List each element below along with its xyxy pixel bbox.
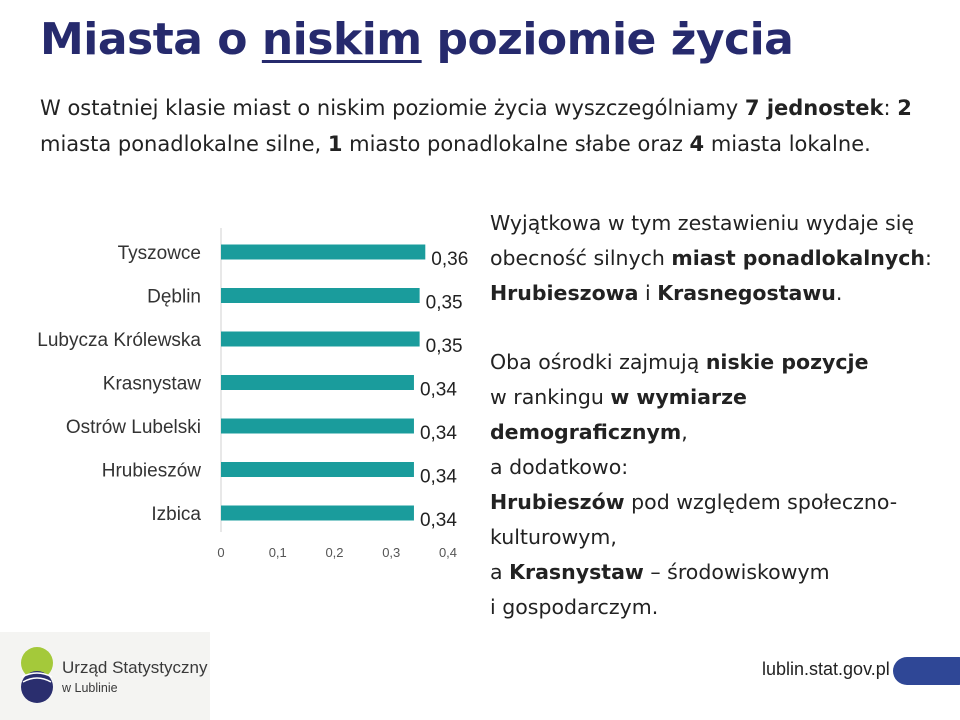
intro-text-5: miasta lokalne.: [704, 132, 871, 156]
office-logo[interactable]: Urząd Statystyczny w Lublinie: [0, 632, 210, 720]
intro-text-3: miasta ponadlokalne silne,: [40, 132, 328, 156]
title-underlined-word: niskim: [261, 14, 422, 65]
data-label: 0,34: [420, 380, 457, 401]
bar-chart-svg: Tyszowce 0,36 Dęblin 0,35 Lubycza Królewska 0…: [37, 228, 468, 560]
intro-text-4: miasto ponadlokalne słabe oraz: [342, 132, 690, 156]
data-label: 0,34: [420, 510, 457, 531]
bar: [221, 375, 414, 390]
c1-text-3: i: [638, 281, 658, 305]
x-tick-label: 0,2: [325, 545, 343, 560]
bar-chart: Tyszowce 0,36 Dęblin 0,35 Lubycza Królewska 0…: [0, 220, 480, 575]
c2-bold-4: Krasnystaw: [509, 560, 644, 584]
footer-accent-bar: [893, 657, 960, 685]
logo-line-1: Urząd Statystyczny: [62, 658, 208, 677]
x-tick-label: 0: [217, 545, 224, 560]
intro-text-1: W ostatniej klasie miast o niskim poziom…: [40, 96, 745, 120]
data-label: 0,34: [420, 423, 457, 444]
title-part-1: Miasta o: [40, 14, 248, 65]
intro-bold-1: 7 jednostek: [744, 96, 884, 120]
c2-bold-2: w wymiarze demograficznym: [490, 385, 747, 444]
intro-paragraph: W ostatniej klasie miast o niskim poziom…: [40, 90, 930, 162]
title-part-2: poziomie życia: [436, 14, 794, 65]
x-tick-label: 0,4: [439, 545, 457, 560]
c1-bold-1: miast ponadlokalnych: [671, 246, 925, 270]
c2-text-8: i gospodarczym.: [490, 595, 659, 619]
c1-text-4: .: [835, 281, 843, 305]
bar: [221, 505, 414, 521]
logo-line-2: w Lublinie: [62, 681, 118, 695]
c1-text-1: Wyjątkowa w tym zestawieniu wydaje się o…: [490, 211, 915, 270]
intro-bold-4: 4: [689, 132, 705, 156]
data-label: 0,36: [431, 249, 468, 270]
intro-bold-3: 1: [327, 132, 343, 156]
data-label: 0,35: [426, 336, 463, 357]
c2-text-5: pod względem społeczno-kulturowym,: [490, 490, 898, 549]
category-label: Tyszowce: [118, 243, 201, 264]
x-tick-label: 0,1: [269, 545, 287, 560]
c2-text-1: Oba ośrodki zajmują: [490, 350, 706, 374]
bar: [221, 462, 414, 477]
intro-bold-2: 2: [897, 96, 912, 120]
c2-text-4: a dodatkowo:: [490, 455, 629, 479]
x-tick-label: 0,3: [382, 545, 400, 560]
data-label: 0,34: [420, 467, 457, 488]
page-title: Miasta o niskim poziomie życia: [40, 14, 794, 65]
c1-bold-3: Krasnegostawu: [657, 281, 836, 305]
commentary: Wyjątkowa w tym zestawieniu wydaje się o…: [490, 206, 950, 625]
category-label: Izbica: [151, 504, 201, 525]
data-label: 0,35: [426, 293, 463, 314]
c1-text-2: :: [924, 246, 932, 270]
commentary-paragraph-1: Wyjątkowa w tym zestawieniu wydaje się o…: [490, 206, 950, 311]
category-label: Hrubieszów: [102, 461, 202, 482]
commentary-paragraph-2: Oba ośrodki zajmują niskie pozycje w rank…: [490, 345, 950, 625]
category-label: Krasnystaw: [103, 374, 201, 395]
c2-text-3: ,: [681, 420, 688, 444]
c2-text-6: a: [490, 560, 510, 584]
bar: [221, 244, 426, 260]
bar: [221, 331, 420, 347]
bar: [221, 288, 420, 303]
c2-text-2: w rankingu: [490, 385, 611, 409]
bar: [221, 418, 414, 434]
logo-emblem-icon: [21, 647, 53, 703]
intro-text-2: :: [883, 96, 898, 120]
c2-bold-1: niskie pozycje: [705, 350, 869, 374]
website-link[interactable]: lublin.stat.gov.pl: [762, 659, 890, 679]
category-label: Dęblin: [147, 287, 201, 308]
c2-text-7: – środowiskowym: [643, 560, 830, 584]
c2-bold-3: Hrubieszów: [490, 490, 625, 514]
category-label: Lubycza Królewska: [37, 330, 201, 351]
category-label: Ostrów Lubelski: [66, 417, 201, 438]
c1-bold-2: Hrubieszowa: [490, 281, 639, 305]
